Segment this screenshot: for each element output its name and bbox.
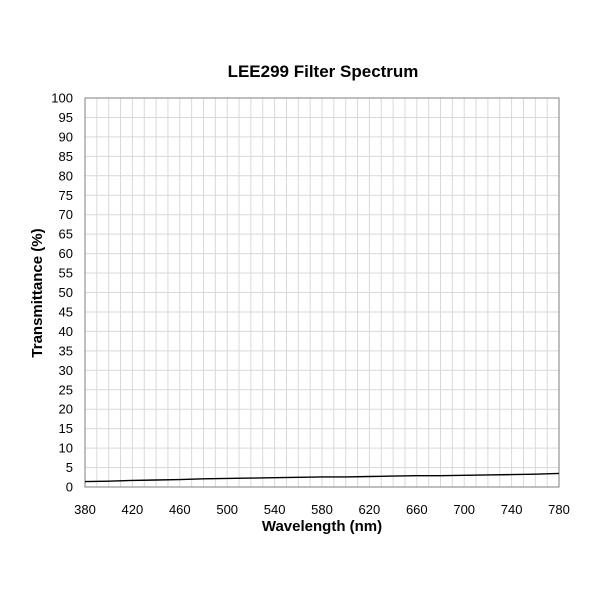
y-tick-label: 90 xyxy=(59,129,73,144)
y-tick-label: 0 xyxy=(66,480,73,495)
y-tick-label: 30 xyxy=(59,363,73,378)
y-axis-label: Transmittance (%) xyxy=(29,228,46,357)
plot-frame xyxy=(84,97,560,488)
x-axis-label: Wavelength (nm) xyxy=(262,518,382,535)
grid-layer xyxy=(84,97,560,488)
y-tick-label: 80 xyxy=(59,168,73,183)
x-tick-labels: 380 420 460 500 540 580 620 660 700 740 780 xyxy=(74,502,570,517)
y-tick-label: 40 xyxy=(59,324,73,339)
y-tick-labels: 0 5 10 15 20 25 30 35 40 45 50 55 60 65 70 75 80 85 90 95 10… xyxy=(51,91,73,495)
y-tick-label: 55 xyxy=(59,266,73,281)
x-tick-label: 540 xyxy=(264,502,286,517)
x-tick-label: 660 xyxy=(406,502,428,517)
x-tick-label: 580 xyxy=(311,502,333,517)
y-tick-label: 50 xyxy=(59,285,73,300)
x-tick-label: 500 xyxy=(216,502,238,517)
x-tick-label: 380 xyxy=(74,502,96,517)
x-tick-label: 740 xyxy=(501,502,523,517)
y-tick-label: 75 xyxy=(59,188,73,203)
y-tick-label: 100 xyxy=(51,91,73,106)
y-tick-label: 85 xyxy=(59,149,73,164)
y-tick-label: 20 xyxy=(59,402,73,417)
x-tick-label: 780 xyxy=(548,502,570,517)
y-tick-label: 35 xyxy=(59,343,73,358)
y-tick-label: 10 xyxy=(59,441,73,456)
series-layer xyxy=(84,472,560,483)
y-tick-label: 65 xyxy=(59,227,73,242)
y-tick-label: 5 xyxy=(66,460,73,475)
series-line xyxy=(84,472,560,483)
y-tick-label: 45 xyxy=(59,304,73,319)
x-tick-label: 700 xyxy=(453,502,475,517)
x-tick-label: 460 xyxy=(169,502,191,517)
x-tick-label: 420 xyxy=(122,502,144,517)
y-tick-label: 25 xyxy=(59,382,73,397)
y-tick-label: 60 xyxy=(59,246,73,261)
y-tick-label: 70 xyxy=(59,207,73,222)
y-tick-label: 15 xyxy=(59,421,73,436)
y-tick-label: 95 xyxy=(59,110,73,125)
chart-title: LEE299 Filter Spectrum xyxy=(228,62,419,81)
x-tick-label: 620 xyxy=(359,502,381,517)
